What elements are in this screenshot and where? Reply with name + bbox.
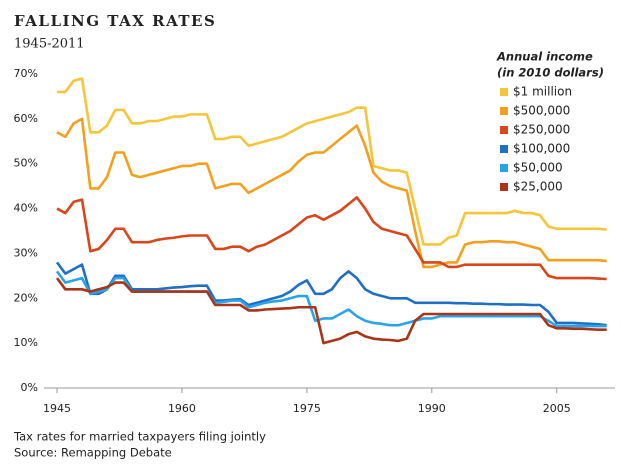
legend-swatch [500, 164, 508, 172]
legend-label: $50,000 [513, 161, 563, 175]
x-tick-label: 1945 [43, 402, 71, 415]
legend-swatch [500, 88, 508, 96]
legend-swatch [500, 145, 508, 153]
y-tick-label: 70% [14, 67, 38, 80]
chart-subtitle: 1945-2011 [14, 37, 85, 52]
y-tick-label: 20% [14, 291, 38, 304]
legend-label: $250,000 [513, 123, 570, 137]
x-tick-label: 1990 [418, 402, 446, 415]
series-line [55, 277, 607, 345]
legend-swatch [500, 183, 508, 191]
legend-label: $25,000 [513, 180, 563, 194]
x-tick-label: 1960 [168, 402, 196, 415]
y-tick-label: 50% [14, 157, 38, 170]
series-line [55, 261, 607, 327]
x-tick-label: 2005 [543, 402, 571, 415]
x-tick-label: 1975 [293, 402, 321, 415]
note: Source: Remapping Debate [14, 446, 172, 460]
series-line [56, 196, 607, 281]
y-tick-label: 60% [14, 112, 38, 125]
legend-title: Annual income [496, 50, 593, 64]
y-tick-label: 30% [14, 246, 38, 259]
legend-title: (in 2010 dollars) [497, 66, 604, 80]
legend-label: $1 million [513, 85, 572, 99]
note: Tax rates for married taxpayers filing j… [13, 430, 266, 444]
y-tick-label: 0% [21, 381, 38, 394]
y-tick-label: 10% [14, 336, 38, 349]
legend-label: $100,000 [513, 142, 570, 156]
series-line [57, 77, 607, 246]
y-tick-label: 40% [14, 202, 38, 215]
chart-title: FALLING TAX RATES [14, 12, 216, 30]
series-line [56, 117, 607, 269]
series-line [55, 270, 607, 328]
legend-label: $500,000 [513, 104, 570, 118]
legend-swatch [500, 126, 508, 134]
legend-swatch [500, 107, 508, 115]
